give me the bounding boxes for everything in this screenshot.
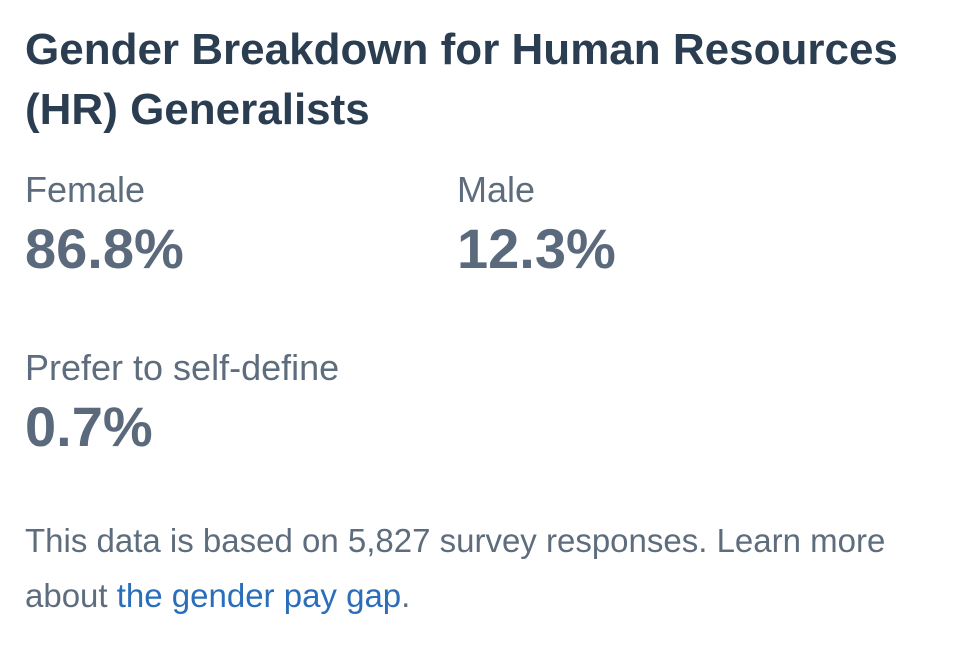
stats: Female 86.8% Male 12.3% Prefer to self-defin… — [25, 168, 905, 524]
stat-value: 86.8% — [25, 217, 184, 280]
stat-value: 0.7% — [25, 395, 153, 458]
link[interactable]: the gender pay gap — [116, 577, 402, 614]
stat-label: Male — [457, 169, 536, 210]
title: Gender Breakdown for Human Resources (HR… — [25, 25, 898, 134]
footnote: This data is based on 5,827 survey respo… — [25, 513, 925, 623]
footnote-text: This data is based on 5,827 survey respo… — [25, 522, 886, 614]
stat: Prefer to self-define 0.7% — [25, 346, 457, 524]
footnote-end: . — [401, 577, 411, 614]
stat-label: Prefer to self-define — [25, 347, 340, 388]
stat: Female 86.8% — [25, 168, 457, 346]
stat: Male 12.3% — [457, 168, 889, 346]
stat-label: Female — [25, 169, 146, 210]
stat-value: 12.3% — [457, 217, 616, 280]
